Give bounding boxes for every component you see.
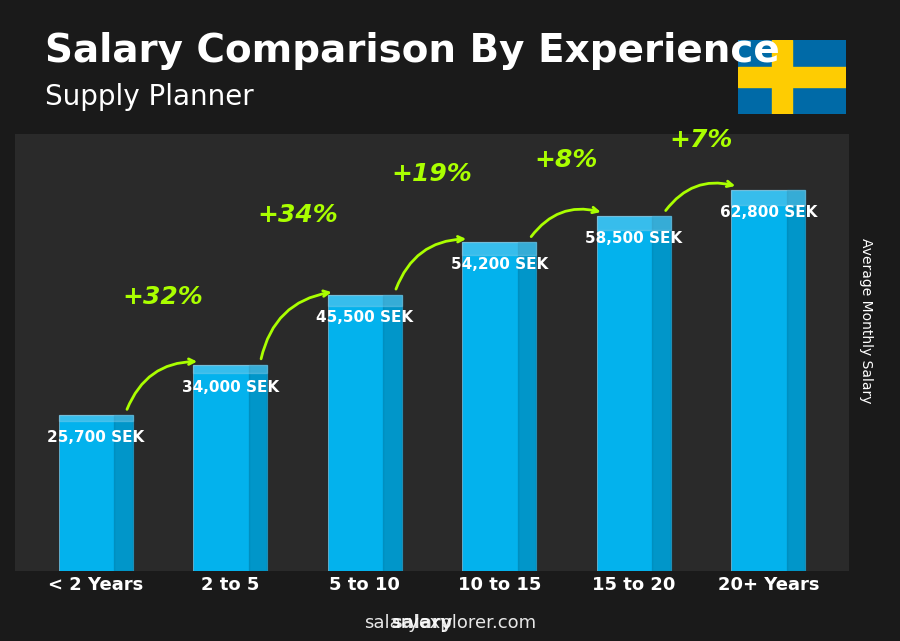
Text: Average Monthly Salary: Average Monthly Salary	[859, 238, 873, 403]
Bar	[738, 67, 846, 87]
Text: Salary Comparison By Experience: Salary Comparison By Experience	[45, 32, 779, 70]
Bar	[248, 365, 267, 571]
Bar	[732, 190, 806, 571]
Text: Supply Planner: Supply Planner	[45, 83, 254, 112]
Text: 34,000 SEK: 34,000 SEK	[182, 379, 279, 395]
Bar	[772, 40, 792, 114]
Text: +32%: +32%	[122, 285, 203, 309]
Bar	[463, 242, 536, 255]
Bar	[58, 415, 132, 421]
Bar	[194, 365, 267, 571]
Text: +19%: +19%	[392, 162, 472, 186]
Bar	[194, 365, 267, 373]
Text: 58,500 SEK: 58,500 SEK	[585, 231, 682, 246]
Bar	[597, 216, 670, 571]
Text: salary: salary	[392, 614, 453, 632]
Text: 62,800 SEK: 62,800 SEK	[720, 205, 817, 220]
Bar	[732, 190, 806, 205]
Text: +8%: +8%	[535, 148, 599, 172]
Bar	[114, 415, 132, 571]
Bar	[652, 216, 670, 571]
Bar	[383, 295, 401, 571]
Text: +34%: +34%	[257, 203, 338, 227]
Text: +7%: +7%	[670, 128, 733, 152]
Text: 45,500 SEK: 45,500 SEK	[316, 310, 413, 325]
Bar	[328, 295, 401, 571]
Bar	[328, 295, 401, 306]
Bar	[58, 415, 132, 571]
Bar	[787, 190, 806, 571]
Bar	[518, 242, 536, 571]
Text: salaryexplorer.com: salaryexplorer.com	[364, 614, 536, 632]
Bar	[597, 216, 670, 230]
Text: 54,200 SEK: 54,200 SEK	[451, 257, 548, 272]
Bar	[463, 242, 536, 571]
Text: 25,700 SEK: 25,700 SEK	[47, 430, 144, 445]
